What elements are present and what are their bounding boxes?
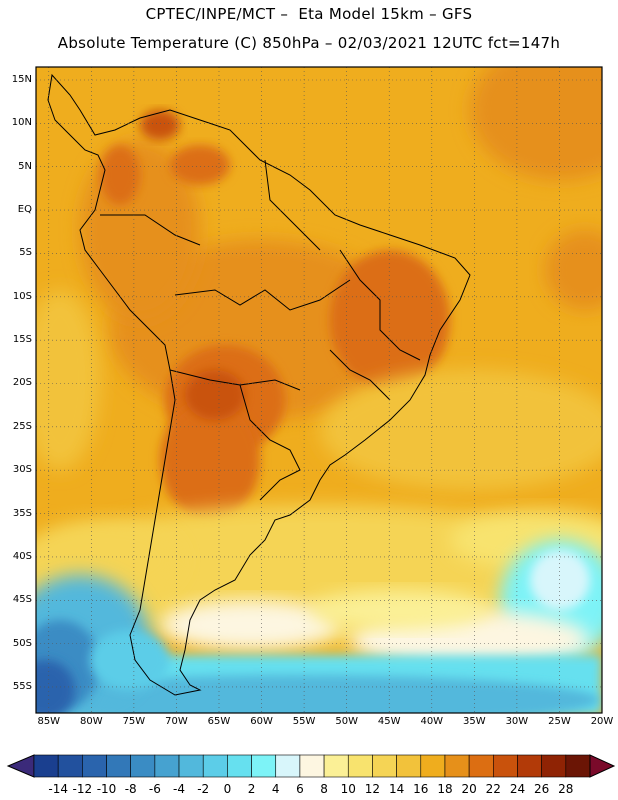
latitude-tick-label: 30S	[12, 464, 32, 476]
colorbar-tick-label: 0	[223, 782, 232, 796]
colorbar-swatch	[106, 754, 131, 778]
colorbar-tick-label: -2	[197, 782, 210, 796]
latitude-tick-label: 35S	[12, 507, 32, 519]
colorbar-tick-label: -6	[148, 782, 161, 796]
colorbar-swatch	[372, 754, 397, 778]
colorbar-swatch	[202, 754, 228, 778]
longitude-tick-label: 70W	[165, 716, 188, 727]
colorbar-tick-label: 20	[461, 782, 477, 796]
latitude-tick-label: 5S	[19, 247, 32, 259]
latitude-tick-label: 20S	[12, 377, 32, 389]
colorbar-lower-arrow	[6, 754, 35, 778]
latitude-tick-label: 5N	[18, 160, 32, 172]
colorbar-swatch	[178, 754, 204, 778]
colorbar-tick-label: 22	[485, 782, 501, 796]
longitude-tick-label: 20W	[590, 716, 614, 727]
longitude-tick-label: 30W	[505, 716, 529, 727]
latitude-tick-label: 15N	[11, 74, 32, 85]
longitude-tick-label: 55W	[292, 716, 316, 727]
coastline	[47, 73, 471, 696]
longitude-tick-label: 60W	[250, 716, 273, 727]
colorbar-swatch	[227, 754, 252, 778]
colorbar-tick-label: 2	[247, 782, 256, 796]
colorbar-swatch	[517, 754, 542, 778]
latitude-tick-label: 45S	[12, 594, 32, 606]
colorbar-swatch	[468, 754, 494, 778]
colorbar-swatch	[565, 754, 591, 778]
colorbar-swatch	[154, 754, 180, 778]
colorbar	[6, 754, 616, 778]
longitude-tick-label: 35W	[463, 716, 486, 727]
colorbar-swatch	[130, 754, 156, 778]
colorbar-tick-label: 28	[558, 782, 574, 796]
colorbar-tick-label: 10	[340, 782, 356, 796]
temperature-field	[36, 67, 602, 713]
colorbar-tick-label: 14	[388, 782, 405, 796]
longitude-tick-label: 40W	[420, 716, 444, 727]
colorbar-tick-label: 24	[509, 782, 526, 796]
colorbar-swatch	[299, 754, 325, 778]
colorbar-swatch	[82, 754, 107, 778]
longitude-tick-label: 80W	[80, 716, 103, 727]
colorbar-tick-label: 12	[364, 782, 381, 796]
colorbar-swatch	[275, 754, 301, 778]
colorbar-tick-label: -14	[48, 782, 68, 796]
latitude-tick-label: 15S	[12, 334, 32, 346]
colorbar-swatch	[420, 754, 446, 778]
map-subtitle: Absolute Temperature (C) 850hPa – 02/03/…	[57, 34, 561, 52]
colorbar-tick-label: -10	[96, 782, 117, 796]
colorbar-swatch	[33, 754, 59, 778]
colorbar-swatch	[541, 754, 567, 778]
longitude-tick-label: 45W	[377, 716, 401, 727]
colorbar-swatch	[493, 754, 518, 778]
colorbar-tick-label: 26	[534, 782, 550, 796]
latitude-tick-label: 25S	[12, 420, 32, 432]
longitude-tick-label: 85W	[37, 716, 61, 727]
latitude-tick-label: EQ	[17, 204, 32, 216]
colorbar-swatch	[251, 754, 277, 778]
colorbar-tick-label: -8	[124, 782, 137, 796]
longitude-tick-label: 25W	[548, 716, 571, 727]
colorbar-swatch	[347, 754, 373, 778]
colorbar-swatch	[396, 754, 422, 778]
latitude-tick-label: 40S	[12, 550, 32, 562]
longitude-tick-label: 50W	[335, 716, 358, 727]
colorbar-swatch	[57, 754, 83, 778]
colorbar-swatch	[444, 754, 470, 778]
colorbar-tick-label: 6	[296, 782, 304, 796]
latitude-tick-label: 10S	[12, 290, 32, 302]
colorbar-tick-label: -4	[173, 782, 186, 796]
latitude-tick-label: 55S	[12, 680, 32, 692]
longitude-tick-label: 65W	[207, 716, 231, 727]
colorbar-tick-label: 16	[413, 782, 429, 796]
colorbar-upper-arrow	[589, 754, 616, 778]
latitude-tick-label: 50S	[12, 637, 32, 649]
colorbar-tick-label: 8	[320, 782, 328, 796]
map-frame	[35, 66, 603, 714]
latitude-tick-label: 10N	[11, 117, 32, 129]
colorbar-tick-label: -12	[72, 782, 93, 796]
map-title: CPTEC/INPE/MCT – Eta Model 15km – GFS	[145, 5, 473, 23]
colorbar-swatch	[323, 754, 349, 778]
longitude-tick-label: 75W	[122, 716, 146, 727]
colorbar-tick-label: 4	[271, 782, 280, 796]
colorbar-tick-label: 18	[437, 782, 453, 796]
